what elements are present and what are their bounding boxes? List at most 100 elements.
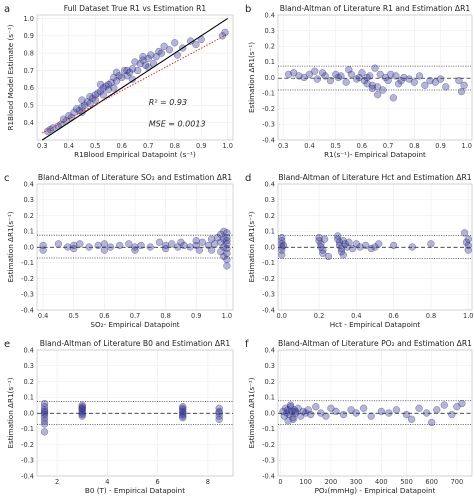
data-point (362, 241, 370, 250)
data-point (311, 67, 319, 75)
data-point (180, 241, 188, 250)
x-tick-label: 0.9 (196, 142, 207, 150)
y-tick-label: -0.4 (262, 306, 275, 314)
data-point (375, 240, 383, 248)
x-tick-label: 0.8 (160, 312, 171, 320)
data-point (407, 415, 416, 423)
data-point (408, 243, 416, 251)
data-point (155, 238, 164, 246)
data-point (223, 233, 231, 242)
x-tick-label: 1.0 (463, 312, 474, 320)
x-tick-label: 4 (105, 478, 109, 486)
data-point (332, 407, 340, 416)
x-tick-label: 200 (325, 478, 338, 486)
data-point (215, 415, 223, 423)
x-tick-label: 100 (299, 478, 312, 486)
x-tick-label: 0.5 (90, 142, 101, 150)
data-point (161, 244, 170, 253)
y-tick-label: -0.2 (21, 275, 34, 283)
data-point (186, 243, 194, 251)
data-point (195, 246, 203, 254)
x-tick-label: 0.6 (388, 312, 399, 320)
data-point (427, 240, 435, 248)
y-tick-label: -0.4 (21, 306, 34, 314)
data-point (377, 407, 385, 416)
data-point (160, 42, 168, 50)
y-tick-label: 0.6 (24, 84, 35, 92)
y-tick-label: 0.4 (265, 346, 276, 354)
y-tick-label: 0.4 (24, 180, 35, 188)
data-point (106, 243, 115, 251)
y-axis-label: Estimation ΔR1(s⁻¹) (247, 211, 256, 282)
data-point (339, 410, 348, 419)
data-point (99, 91, 107, 99)
data-point (78, 410, 86, 419)
y-tick-label: -0.4 (262, 472, 275, 480)
data-point (464, 246, 472, 254)
data-point (179, 414, 187, 422)
x-axis-label: Hct - Empirical Datapoint (330, 320, 421, 329)
data-point (39, 246, 47, 254)
x-tick-label: 6 (156, 478, 160, 486)
data-point (157, 49, 166, 57)
data-point (442, 83, 450, 91)
data-point (347, 70, 356, 79)
annotation-text: R² = 0.93 (149, 98, 187, 107)
data-point (207, 246, 216, 254)
y-axis-label: Estimation ΔR1(s⁻¹) (6, 211, 15, 282)
data-point (360, 404, 368, 412)
data-point (343, 243, 351, 251)
data-point (96, 80, 105, 89)
data-point (448, 410, 456, 419)
data-point (337, 72, 345, 80)
data-point (70, 244, 78, 253)
y-tick-label: 0.1 (265, 58, 276, 66)
x-tick-label: 1.0 (462, 142, 473, 150)
y-tick-label: 0.4 (265, 180, 276, 188)
y-tick-label: 0.3 (24, 196, 35, 204)
data-point (146, 243, 154, 251)
identity-line (41, 18, 229, 141)
y-tick-label: 0.0 (265, 243, 276, 251)
data-point (436, 75, 445, 83)
data-point (278, 237, 286, 245)
data-point (289, 415, 297, 423)
y-tick-label: 0.0 (24, 409, 35, 417)
x-tick-label: 1.0 (222, 142, 233, 150)
panel-title: Bland-Altman of Literature Hct and Estim… (278, 173, 471, 182)
data-point (358, 69, 366, 77)
y-axis-label: Estimation ΔR1(s⁻¹) (6, 377, 15, 448)
data-point (415, 404, 423, 412)
data-point (379, 86, 387, 94)
data-point (94, 241, 102, 250)
data-point (402, 410, 411, 419)
data-point (464, 235, 472, 243)
plot-frame (277, 14, 473, 141)
panel-c: 0.4 0.5 0.6 0.7 0.8 0.9 1.0 -0.4 -0.3 -0.2 -0.1 0.0… (4, 173, 234, 329)
data-point (367, 412, 375, 420)
x-tick-label: 0.0 (276, 312, 287, 320)
x-tick-label: 0.8 (169, 142, 180, 150)
data-point (321, 72, 329, 80)
data-point (458, 399, 466, 408)
data-point (320, 235, 329, 243)
y-tick-label: -0.4 (21, 472, 34, 480)
data-point (304, 406, 312, 414)
data-point (368, 84, 377, 93)
data-point (76, 240, 84, 248)
data-point (367, 244, 375, 253)
data-point (428, 418, 436, 427)
y-tick-label: -0.2 (262, 105, 275, 113)
data-point (392, 72, 400, 80)
data-point (91, 96, 99, 104)
data-point (457, 87, 466, 96)
data-point (389, 94, 398, 102)
panel-b: 0.3 0.4 0.5 0.6 0.7 0.8 0.9 1.0 -0.4 -0.3 -0.2 -0.1… (245, 4, 473, 159)
data-point (392, 406, 401, 414)
data-point (345, 66, 353, 74)
x-axis-label: SO₂- Empirical Datapoint (90, 320, 179, 329)
data-point (345, 238, 353, 246)
y-axis-label: Estimation ΔR1(s⁻¹) (247, 377, 256, 448)
y-axis-label: R1Blood Model Estimate (s⁻¹) (6, 24, 15, 130)
x-tick-label: 0.6 (117, 142, 128, 150)
